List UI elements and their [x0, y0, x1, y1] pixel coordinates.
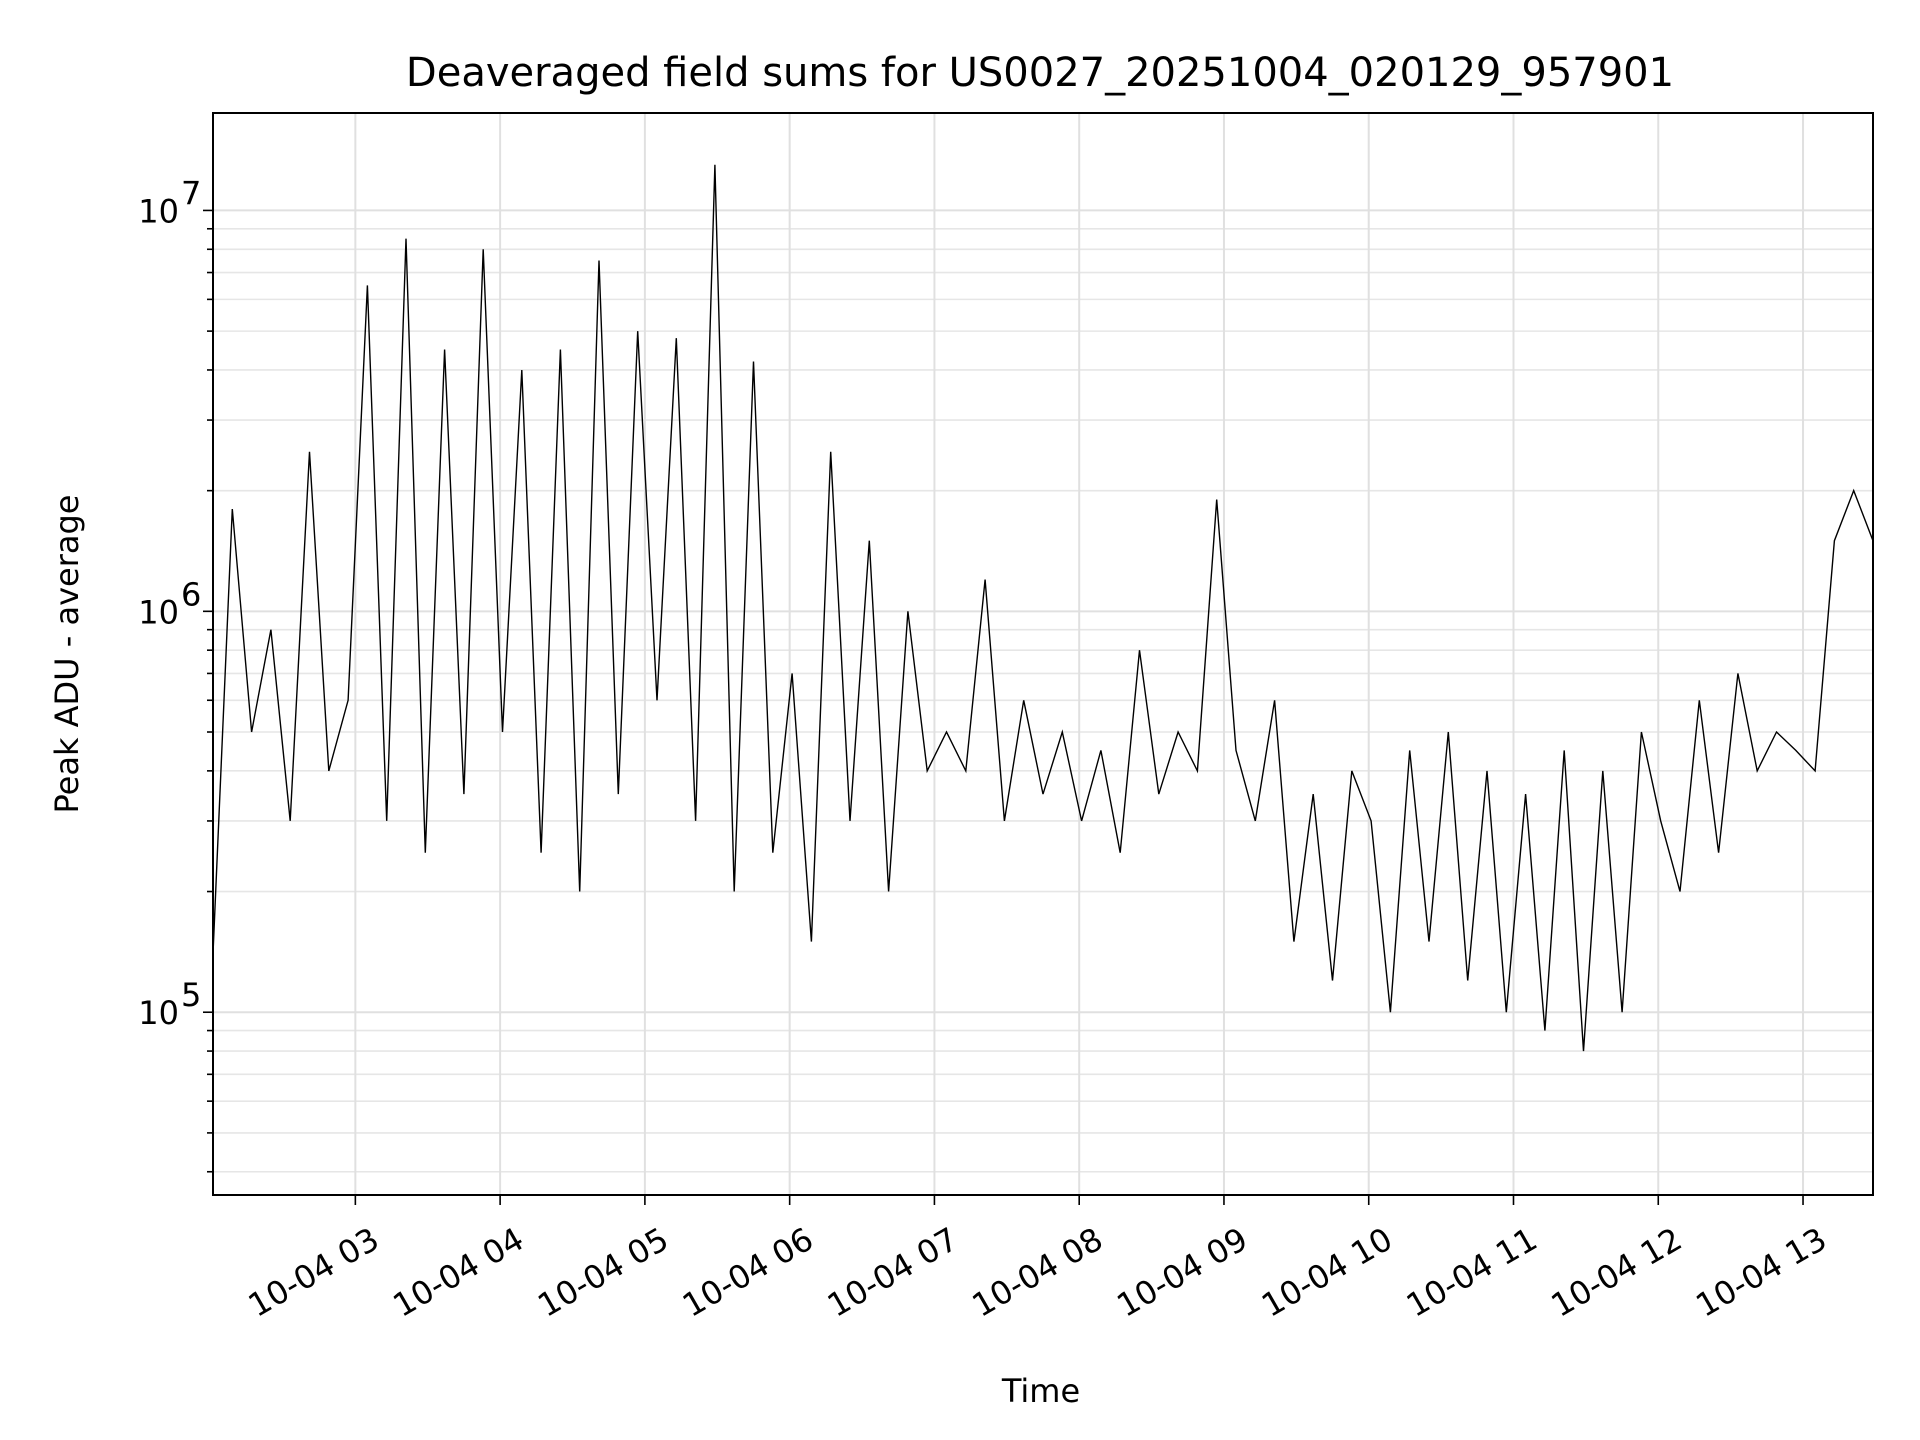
- y-axis-label: Peak ADU - average: [48, 495, 86, 814]
- x-tick-label: 10-04 10: [1255, 1220, 1399, 1325]
- y-tick-exponent: 5: [181, 976, 201, 1014]
- plot-frame: [212, 112, 1874, 1196]
- x-axis-label: Time: [1001, 1372, 1080, 1410]
- x-tick-label: 10-04 07: [821, 1220, 965, 1325]
- x-tick-label: 10-04 03: [242, 1220, 386, 1325]
- x-tick-label: 10-04 09: [1110, 1220, 1254, 1325]
- y-tick-label: 10: [138, 994, 179, 1032]
- x-tick-label: 10-04 04: [387, 1220, 531, 1325]
- grid: [213, 113, 1873, 1195]
- x-tick-label: 10-04 05: [531, 1220, 675, 1325]
- x-tick-label: 10-04 11: [1400, 1220, 1544, 1325]
- chart-title: Deaveraged field sums for US0027_2025100…: [406, 50, 1674, 96]
- y-tick-label: 10: [138, 192, 179, 230]
- x-axis: 10-04 03 10-04 04 10-04 05 10-04 06 10-04 07…: [242, 1195, 1833, 1325]
- y-tick-exponent: 6: [181, 575, 201, 613]
- y-tick-exponent: 7: [181, 174, 201, 212]
- series-line: [212, 164, 1874, 1052]
- x-tick-label: 10-04 13: [1689, 1220, 1833, 1325]
- x-tick-label: 10-04 12: [1545, 1220, 1689, 1325]
- x-tick-label: 10-04 06: [676, 1220, 820, 1325]
- series-layer: [212, 164, 1874, 1052]
- y-tick-label: 10: [138, 593, 179, 631]
- x-tick-label: 10-04 08: [966, 1220, 1110, 1325]
